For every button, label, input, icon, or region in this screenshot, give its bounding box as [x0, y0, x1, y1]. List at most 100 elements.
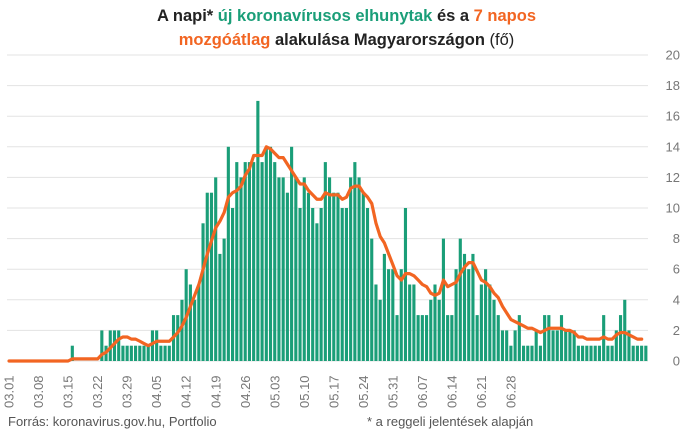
bar: [374, 284, 378, 361]
x-tick-label: 06.21: [474, 375, 489, 408]
title-part-5: mozgóátlag: [178, 31, 271, 49]
y-tick-label: 0: [673, 354, 680, 369]
bar: [214, 177, 218, 361]
title-line-1: A napi* új koronavírusos elhunytak és a …: [0, 4, 693, 28]
x-axis-labels: 03.01 03.08 03.15 03.22 03.29 04.05 04.12 04.19…: [2, 375, 519, 408]
bar: [631, 345, 635, 361]
bar: [589, 345, 593, 361]
source-note: Forrás: koronavirus.gov.hu, Portfolio: [8, 414, 217, 429]
bar: [610, 345, 614, 361]
x-tick-label: 04.26: [238, 375, 253, 408]
bar: [450, 315, 454, 361]
footnote: * a reggeli jelentések alapján: [367, 414, 534, 429]
moving-average-line: [7, 145, 644, 363]
bar: [597, 345, 602, 361]
bar: [433, 284, 437, 361]
bar: [564, 330, 568, 361]
y-tick-label: 8: [673, 231, 680, 246]
x-tick-label: 03.29: [120, 375, 135, 408]
x-tick-label: 05.31: [385, 375, 400, 408]
bar: [454, 269, 458, 361]
bar: [264, 146, 268, 361]
bar: [572, 330, 576, 361]
bar: [311, 208, 315, 361]
x-tick-label: 05.03: [267, 375, 282, 408]
bar: [332, 192, 336, 361]
x-tick-label: 04.19: [208, 375, 223, 408]
bar: [328, 177, 332, 361]
bar: [635, 345, 639, 361]
bar: [467, 269, 471, 361]
title-part-7: (fő): [484, 31, 515, 49]
bar: [167, 345, 171, 361]
bar: [256, 100, 260, 362]
x-tick-label: 06.14: [444, 375, 459, 408]
bar: [576, 345, 580, 361]
bar: [336, 192, 340, 361]
bar: [500, 330, 505, 361]
bar: [543, 315, 547, 361]
bar: [226, 146, 230, 361]
title-part-4: 7 napos: [473, 7, 537, 25]
y-tick-label: 14: [666, 139, 680, 154]
x-tick-label: 05.17: [326, 375, 341, 408]
chart-title: A napi* új koronavírusos elhunytak és a …: [0, 4, 693, 52]
bar: [538, 345, 542, 361]
bar: [403, 208, 408, 361]
bar: [319, 208, 323, 361]
bar: [559, 315, 564, 361]
bar: [125, 345, 129, 361]
bar: [526, 345, 530, 361]
x-tick-label: 06.07: [415, 375, 430, 408]
bar: [581, 345, 585, 361]
bar: [323, 162, 327, 361]
y-tick-label: 4: [673, 292, 680, 307]
bar: [197, 284, 201, 361]
bar: [218, 253, 222, 361]
bar: [349, 177, 353, 361]
bar: [146, 345, 150, 361]
bar: [614, 330, 618, 361]
x-tick-label: 04.12: [179, 375, 194, 408]
bar: [353, 162, 357, 361]
bar: [399, 269, 403, 361]
bar: [268, 146, 273, 361]
bar: [302, 177, 306, 361]
bar: [382, 253, 386, 361]
bar: [134, 345, 138, 361]
bar: [517, 315, 521, 361]
bar: [70, 345, 74, 361]
x-tick-label: 03.08: [31, 375, 46, 408]
bar: [446, 315, 450, 361]
bar: [475, 315, 479, 361]
bar: [555, 330, 559, 361]
bar: [606, 345, 610, 361]
bar-series: [70, 100, 648, 362]
bar: [294, 177, 298, 361]
bar: [155, 330, 159, 361]
x-tick-label: 04.05: [149, 375, 164, 408]
bar: [618, 315, 623, 361]
bar: [424, 315, 429, 361]
bar: [521, 345, 526, 361]
bar: [471, 253, 475, 361]
bar: [593, 345, 597, 361]
bar: [623, 299, 627, 361]
bar: [239, 177, 243, 361]
bar: [429, 299, 433, 361]
bar: [412, 284, 416, 361]
bar: [209, 192, 214, 361]
y-tick-label: 18: [666, 78, 680, 93]
x-tick-label: 03.22: [90, 375, 105, 408]
bar: [387, 269, 391, 361]
title-part-1: A napi*: [156, 7, 218, 25]
bar: [100, 330, 104, 361]
bar: [627, 330, 631, 361]
grid-lines: [7, 54, 648, 362]
title-line-2: mozgóátlag alakulása Magyarországon (fő): [0, 28, 693, 52]
bar: [416, 315, 420, 361]
y-tick-label: 6: [673, 262, 680, 277]
bar: [509, 345, 513, 361]
y-axis-labels: 0 2 4 6 8 10 12 14 16 18 20: [666, 48, 680, 369]
